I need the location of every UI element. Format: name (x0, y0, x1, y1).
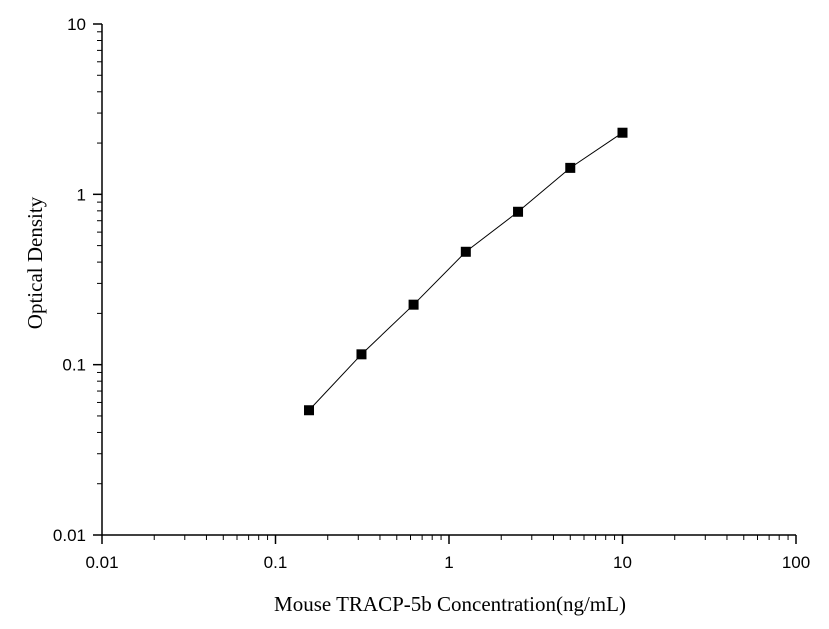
data-point-marker (304, 405, 315, 416)
axes (101, 24, 796, 536)
y-axis-title: Optical Density (23, 196, 47, 329)
x-tick-label: 0.1 (264, 553, 288, 572)
x-tick-labels: 0.01 0.1 1 10 100 (85, 553, 810, 572)
y-tick-labels: 0.01 0.1 1 10 (53, 15, 86, 545)
data-point-marker (460, 246, 471, 257)
y-tick-label: 1 (77, 185, 86, 204)
x-tick-label: 10 (613, 553, 632, 572)
y-tick-label: 10 (67, 15, 86, 34)
y-ticks (93, 23, 102, 536)
data-point-marker (356, 349, 367, 360)
x-tick-label: 1 (444, 553, 453, 572)
y-tick-label: 0.1 (62, 356, 86, 375)
x-tick-label: 100 (782, 553, 810, 572)
x-ticks (101, 535, 797, 544)
x-tick-label: 0.01 (85, 553, 118, 572)
data-point-marker (565, 162, 576, 173)
data-point-marker (408, 299, 419, 310)
x-axis-title: Mouse TRACP-5b Concentration(ng/mL) (274, 592, 626, 616)
data-point-marker (617, 127, 628, 138)
series-line (308, 132, 623, 411)
y-tick-label: 0.01 (53, 526, 86, 545)
data-point-marker (513, 206, 524, 217)
series (304, 127, 628, 416)
